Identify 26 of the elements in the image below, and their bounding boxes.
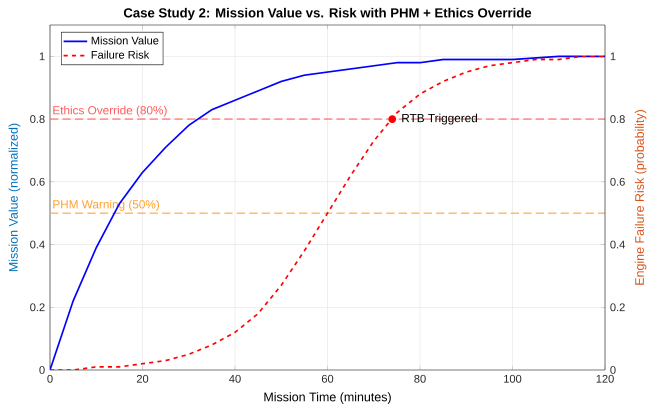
- y-tick-label: 0.6: [30, 178, 45, 186]
- x-tick-label: 80: [414, 374, 426, 383]
- y2-tick-label: 0: [610, 366, 616, 374]
- x-axis-title: Mission Time (minutes): [264, 392, 391, 404]
- x-tick-label: 0: [47, 374, 53, 383]
- y-tick-label: 0.2: [30, 303, 45, 312]
- y2-tick-label: 1: [610, 52, 616, 60]
- y2-tick-label: 0.4: [610, 240, 625, 248]
- chart-title: Case Study 2: Mission Value vs. Risk with PHM + Ethics Override: [124, 8, 532, 20]
- y2-axis-title: Engine Failure Risk (probability): [634, 110, 646, 285]
- x-tick-label: 120: [596, 374, 614, 383]
- y2-tick-label: 0.2: [610, 303, 625, 312]
- y-tick-label: 0: [39, 366, 45, 374]
- x-tick-label: 40: [229, 374, 241, 383]
- y2-tick-label: 0.8: [610, 115, 625, 124]
- y-tick-label: 0.4: [30, 240, 45, 248]
- legend-label: Failure Risk: [92, 50, 150, 59]
- legend-label: Mission Value: [92, 36, 158, 44]
- y-axis-title: Mission Value (normalized): [8, 124, 20, 272]
- y2-tick-label: 0.6: [610, 178, 625, 186]
- x-tick-label: 100: [504, 374, 522, 383]
- y-tick-label: 1: [40, 52, 45, 60]
- x-tick-label: 20: [136, 374, 148, 383]
- ref-line-label: Ethics Override (80%): [53, 106, 167, 117]
- x-tick-label: 60: [322, 374, 334, 383]
- y-tick-label: 0.8: [30, 115, 45, 124]
